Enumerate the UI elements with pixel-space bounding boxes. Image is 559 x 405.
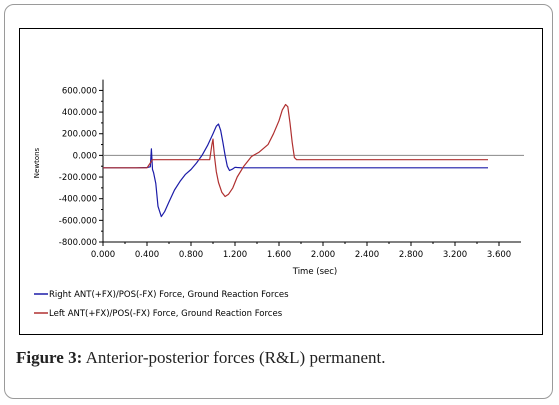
series-line-left [103, 103, 488, 198]
y-tick-label: -200.000 [59, 173, 97, 183]
x-tick-label: 0.400 [135, 250, 159, 260]
y-tick-label: 400.000 [62, 108, 97, 118]
x-tick-label: 2.800 [399, 250, 423, 260]
x-tick-label: 3.200 [443, 250, 467, 260]
caption-text: Anterior-posterior forces (R&L) permanen… [82, 348, 386, 367]
y-tick-label: -600.000 [59, 216, 97, 226]
caption-label: Figure 3: [16, 348, 83, 367]
x-tick-label: 1.600 [267, 250, 291, 260]
x-tick-label: 1.200 [223, 250, 247, 260]
y-tick-label: 600.000 [62, 86, 97, 96]
x-tick-label: 0.800 [179, 250, 203, 260]
y-tick-label: 0.000 [73, 151, 97, 161]
chart-frame [19, 28, 543, 335]
series-line-right [103, 123, 488, 218]
x-tick-label: 2.400 [355, 250, 379, 260]
y-axis-title: Newtons [33, 147, 41, 178]
legend-label-right: Right ANT(+FX)/POS(-FX) Force, Ground Re… [49, 290, 289, 300]
legend: Right ANT(+FX)/POS(-FX) Force, Ground Re… [34, 290, 289, 319]
x-tick-label: 2.000 [311, 250, 335, 260]
x-axis-title: Time (sec) [292, 267, 337, 277]
x-tick-label: 3.600 [487, 250, 511, 260]
y-tick-label: -400.000 [59, 195, 97, 205]
legend-label-left: Left ANT(+FX)/POS(-FX) Force, Ground Rea… [49, 309, 283, 319]
y-tick-label: -800.000 [59, 238, 97, 248]
x-tick-label: 0.000 [91, 250, 115, 260]
axes: 600.000 400.000 200.000 0.000 -200.000 -400.0… [59, 79, 524, 260]
y-tick-label: 200.000 [62, 130, 97, 140]
series-layer [103, 103, 488, 218]
figure-caption: Figure 3: Anterior-posterior forces (R&L… [16, 348, 546, 368]
